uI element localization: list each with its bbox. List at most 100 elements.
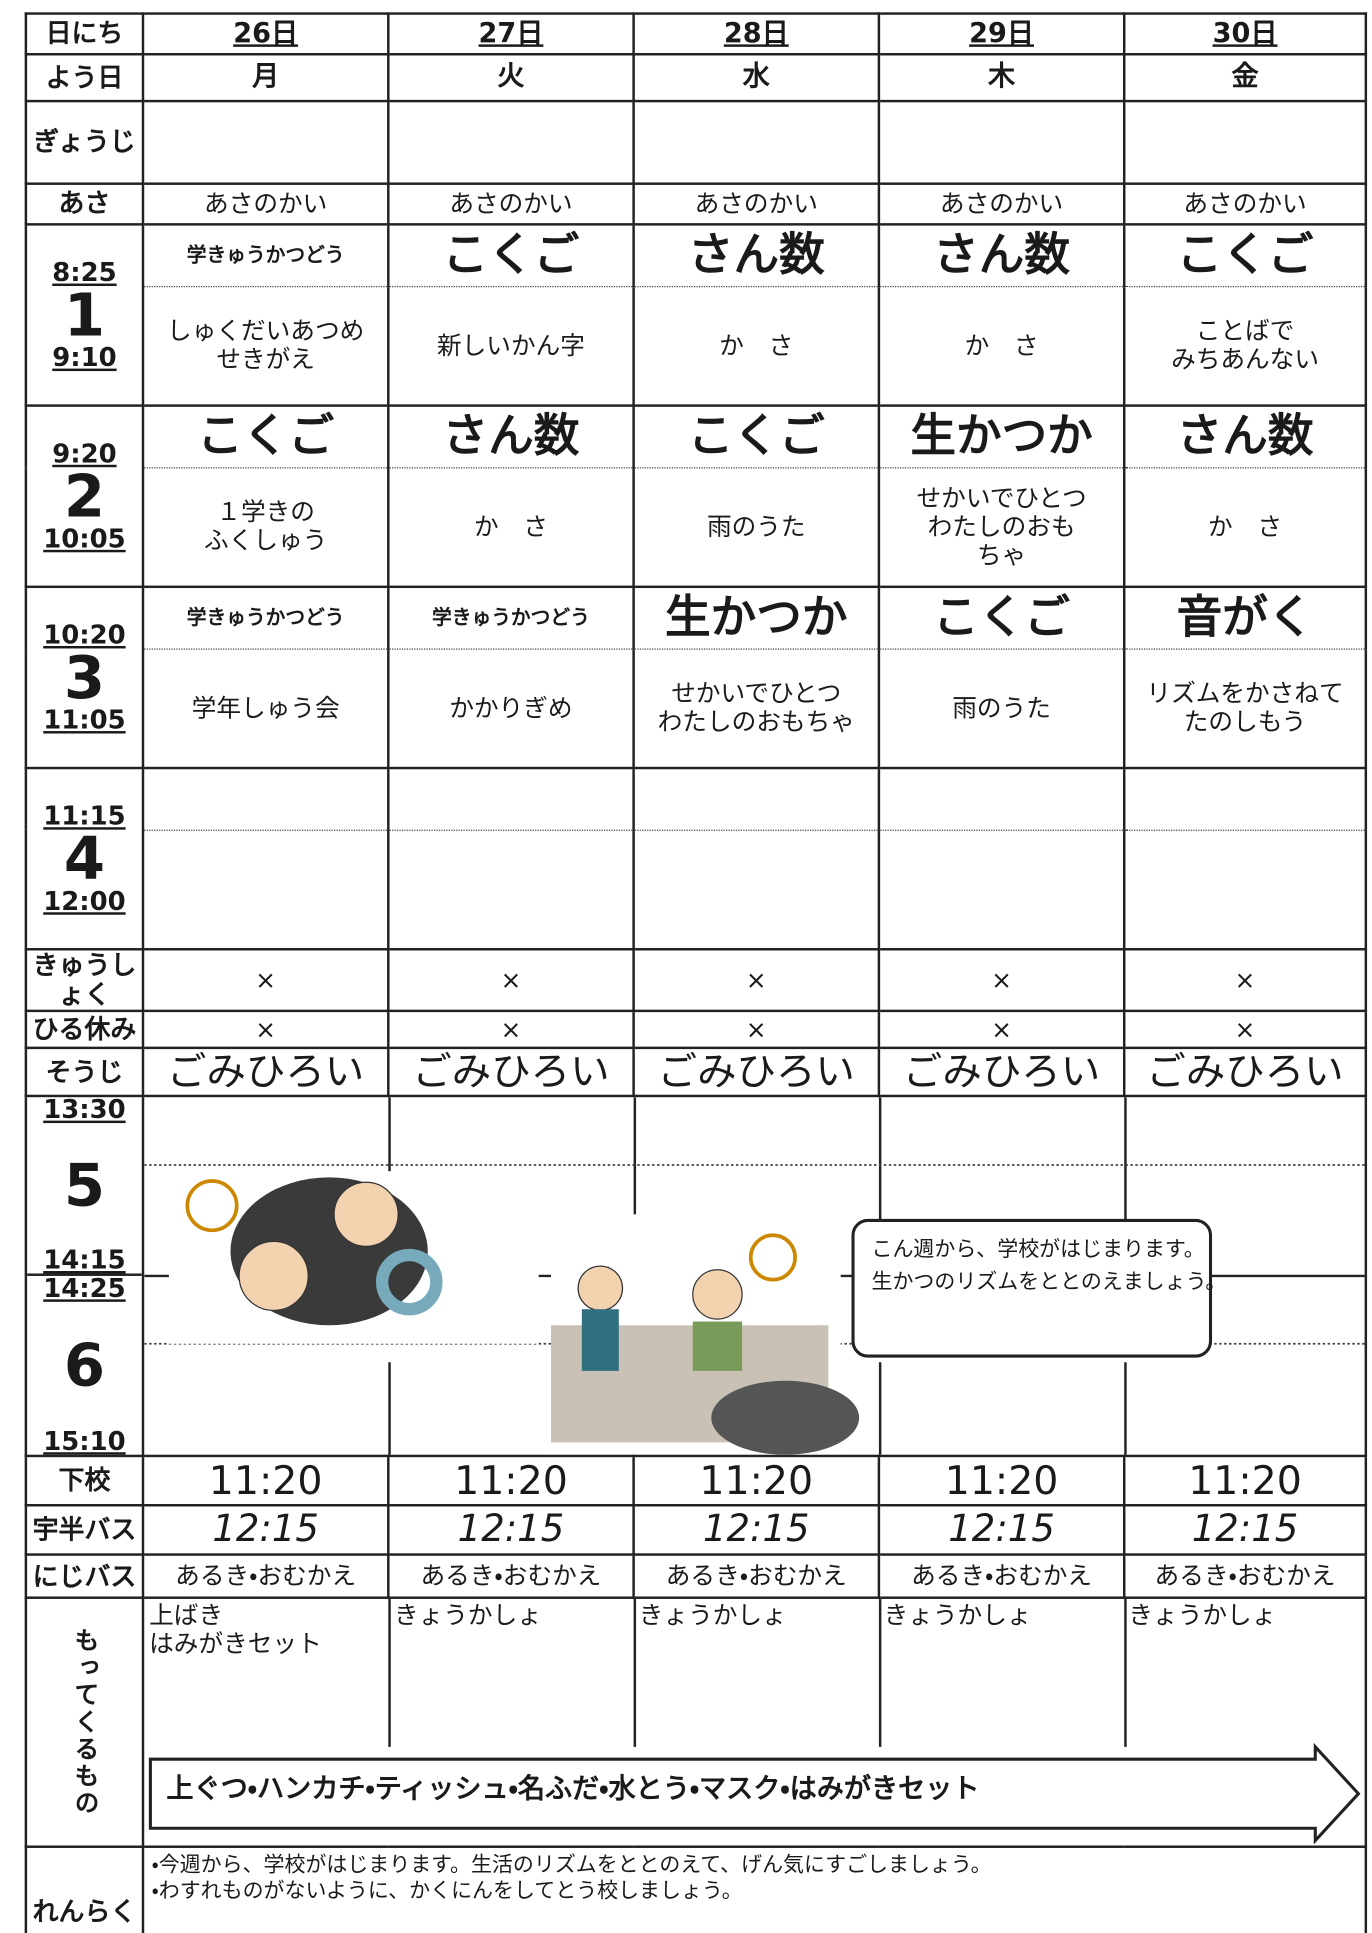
period-label: 9:20 2 10:05 xyxy=(28,438,140,552)
period-end: 14:15 xyxy=(43,1245,126,1275)
date-cell: 28日 xyxy=(632,12,881,56)
subject-cell: こくご xyxy=(141,404,390,468)
row-label: れんらく xyxy=(24,1845,145,1933)
period-label-pair: 13:30 5 14:15 14:25 6 15:10 xyxy=(28,1099,141,1457)
content-cell: かかりぎめ xyxy=(387,647,635,770)
date-cell: 27日 xyxy=(387,12,635,56)
lunch-cell: × xyxy=(1122,948,1368,1013)
period-end: 9:10 xyxy=(52,342,117,372)
niji-bus-cell: あるき・おむかえ xyxy=(877,1553,1126,1600)
subject-cell: 学きゅうかつどう xyxy=(141,585,390,650)
bring-cell: 上ばき はみがきセット きょうかしょ きょうかしょ きょうかしょ きょうかしょ 上ぐつ・ハ… xyxy=(141,1596,1368,1849)
content-cell xyxy=(1122,829,1368,951)
bring-item: 上ばき はみがきセット xyxy=(149,1600,322,1659)
period-number: 5 xyxy=(63,1150,106,1220)
dismissal-cell: 11:20 xyxy=(1122,1454,1368,1507)
net xyxy=(185,1179,239,1233)
contact-lines: ・今週から、学校がはじまります。生活のリズムをととのえて、げん気にすごしましょう… xyxy=(152,1853,992,1905)
lunch-cell: × xyxy=(387,948,635,1013)
row-label: にじバス xyxy=(24,1553,145,1600)
bus-time-cell: 12:15 xyxy=(387,1504,635,1556)
subject-cell: こくご xyxy=(1122,223,1368,287)
date-cell: 26日 xyxy=(141,12,390,56)
afternoon-cell: こん週から、学校がはじまります。 生かつのリズムをととのえましょう。 xyxy=(141,1094,1368,1458)
period-number: 6 xyxy=(63,1330,106,1400)
bring-item: きょうかしょ xyxy=(1128,1600,1277,1630)
period-start: 11:15 xyxy=(43,800,126,831)
row-label: よう日 xyxy=(24,53,145,103)
period-end: 15:10 xyxy=(43,1426,126,1457)
period-start: 14:25 xyxy=(43,1273,126,1304)
table-row: 学年しゅう会 かかりぎめ せかいでひとつ わたしのおもちゃ 雨のうた リズムをかさねて … xyxy=(26,647,1368,770)
period-number: 4 xyxy=(63,824,106,894)
subject-cell: 学きゅうかつどう xyxy=(387,585,635,650)
table-row: 9:20 2 10:05 こくご さん数 こくご 生かつか さん数 xyxy=(24,404,1368,589)
period-start: 8:25 xyxy=(52,257,117,287)
content-cell xyxy=(877,829,1126,951)
table-row: 宇半バス 12:15 12:15 12:15 12:15 12:15 xyxy=(24,1504,1368,1556)
bring-items: 上ばき はみがきセット きょうかしょ きょうかしょ きょうかしょ きょうかしょ xyxy=(145,1600,1363,1659)
row-label: 下校 xyxy=(24,1454,145,1507)
table-row: もってくるもの 上ばき はみがきセット きょうかしょ きょうかしょ きょうかしょ きょうか… xyxy=(24,1596,1368,1849)
niji-bus-cell: あるき・おむかえ xyxy=(387,1553,635,1600)
content-cell: １学きの ふくしゅう xyxy=(141,466,390,589)
row-label: ぎょうじ xyxy=(24,99,145,185)
niji-bus-cell: あるき・おむかえ xyxy=(1122,1553,1368,1600)
subject-cell: こくご xyxy=(387,223,635,287)
subject-cell: さん数 xyxy=(387,404,635,468)
content-cell: 学年しゅう会 xyxy=(141,647,390,770)
bus-time-cell: 12:15 xyxy=(877,1504,1126,1556)
event-cell xyxy=(1122,99,1368,185)
weekday-cell: 水 xyxy=(632,53,881,103)
content-cell: 雨のうた xyxy=(877,647,1126,770)
table-row xyxy=(26,829,1368,951)
table-row: 8:25 1 9:10 学きゅうかつどう こくご さん数 さん数 こくご xyxy=(24,223,1368,407)
bus-time-cell: 12:15 xyxy=(141,1504,390,1556)
niji-bus-cell: あるき・おむかえ xyxy=(141,1553,390,1600)
period-number: 2 xyxy=(63,461,106,531)
dismissal-cell: 11:20 xyxy=(141,1454,390,1507)
period-label: 14:25 6 15:10 xyxy=(28,1273,140,1457)
content-cell: しゅくだいあつめ せきがえ xyxy=(141,285,390,407)
bus-time-cell: 12:15 xyxy=(632,1504,881,1556)
lunch-cell: × xyxy=(141,948,390,1013)
period-label-cell: 13:30 5 14:15 14:25 6 15:10 xyxy=(24,1094,145,1458)
morning-cell: あさのかい xyxy=(1122,182,1368,226)
content-cell xyxy=(141,829,390,951)
event-cell xyxy=(632,99,881,185)
row-label: 宇半バス xyxy=(24,1504,145,1556)
contact-line: ・今週から、学校がはじまります。生活のリズムをととのえて、げん気にすごしましょう… xyxy=(151,1852,992,1878)
recess-cell: × xyxy=(387,1010,635,1050)
period-start: 9:20 xyxy=(52,438,117,468)
event-cell xyxy=(877,99,1126,185)
period-number: 3 xyxy=(63,642,106,712)
niji-bus-cell: あるき・おむかえ xyxy=(632,1553,881,1600)
row-label: もってくるもの xyxy=(24,1596,145,1849)
morning-cell: あさのかい xyxy=(632,182,881,226)
period-label-cell: 11:15 4 12:00 xyxy=(24,766,145,951)
content-cell: 新しいかん字 xyxy=(387,285,635,407)
subject-cell xyxy=(1122,766,1368,831)
content-cell: か さ xyxy=(632,285,881,407)
lunch-cell: × xyxy=(632,948,881,1013)
recess-cell: × xyxy=(877,1010,1126,1050)
content-cell: せかいでひとつ わたしのおも ちゃ xyxy=(877,466,1126,589)
bring-lines xyxy=(148,1600,1361,1845)
period-number: 1 xyxy=(63,280,106,350)
morning-cell: あさのかい xyxy=(141,182,390,226)
subject-cell xyxy=(632,766,881,831)
event-cell xyxy=(387,99,635,185)
afternoon-box: こん週から、学校がはじまります。 生かつのリズムをととのえましょう。 xyxy=(145,1098,1364,1454)
content-cell: 雨のうた xyxy=(632,466,881,589)
kid-body xyxy=(581,1309,619,1371)
content-cell: リズムをかさねて たのしもう xyxy=(1122,647,1368,770)
rocks xyxy=(711,1380,860,1454)
cleaning-cell: ごみひろい xyxy=(141,1047,390,1098)
table-row: れんらく ・今週から、学校がはじまります。生活のリズムをととのえて、げん気にすごし… xyxy=(24,1845,1368,1933)
content-cell: せかいでひとつ わたしのおもちゃ xyxy=(632,647,881,770)
illustration xyxy=(145,1098,1364,1454)
subject-cell xyxy=(141,766,390,831)
row-label-vertical: もってくるもの xyxy=(70,1627,100,1818)
